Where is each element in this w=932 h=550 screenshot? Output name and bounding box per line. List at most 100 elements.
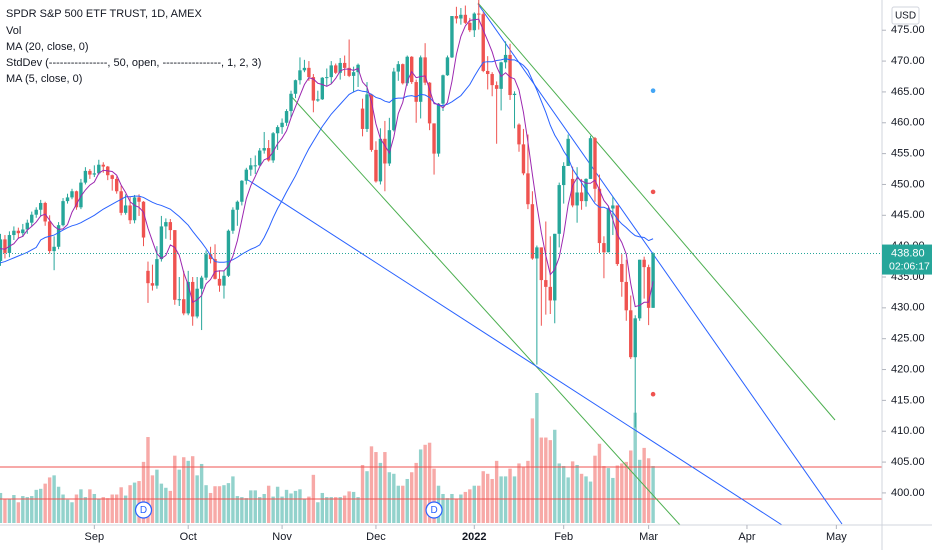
candle-body: [190, 281, 195, 317]
candle-body: [195, 288, 199, 317]
candle-body: [597, 188, 602, 244]
volume-bar: [325, 497, 329, 523]
volume-bar: [347, 491, 351, 523]
candle-body: [155, 259, 159, 286]
volume-bar: [584, 476, 588, 523]
candle-body: [530, 204, 535, 259]
x-tick-label: May: [826, 531, 847, 543]
volume-bar: [570, 461, 575, 523]
volume-bar: [244, 498, 249, 523]
candle-body: [284, 111, 289, 123]
candle-body: [477, 13, 481, 15]
candle-body: [213, 259, 217, 279]
volume-bar: [468, 489, 472, 523]
x-tick-label: Sep: [85, 531, 105, 543]
volume-bar: [320, 492, 325, 523]
candle-body: [459, 14, 463, 19]
candle-body: [123, 205, 128, 213]
volume-bar: [606, 468, 611, 523]
candle-body: [240, 180, 244, 202]
volume-bar: [486, 473, 490, 523]
volume-bar: [445, 498, 450, 523]
volume-bar: [159, 483, 164, 523]
volume-bar: [222, 485, 226, 523]
candle-body: [454, 16, 459, 19]
volume-bar: [418, 449, 423, 523]
candle-body: [307, 67, 311, 78]
candle-body: [450, 16, 454, 58]
y-tick-label: 420.00: [891, 363, 925, 375]
candle-body: [329, 65, 333, 78]
volume-bar: [494, 460, 499, 523]
y-tick-label: 425.00: [891, 333, 925, 345]
currency-box[interactable]: [891, 6, 920, 25]
volume-bar: [155, 469, 159, 523]
volume-bar: [499, 476, 503, 523]
candle-body: [342, 62, 347, 68]
x-tick-label: Oct: [180, 531, 197, 543]
volume-bar: [123, 495, 128, 523]
volume-bar: [405, 478, 409, 523]
candle-body: [517, 124, 521, 145]
candle-body: [414, 82, 418, 102]
candle-body: [79, 182, 83, 208]
candle-body: [12, 230, 16, 236]
candle-body: [159, 226, 164, 260]
candle-body: [320, 77, 325, 100]
candle-body: [52, 246, 56, 252]
candle-body: [383, 138, 387, 164]
candle-body: [110, 175, 114, 179]
candle-body: [566, 138, 570, 166]
candle-body: [65, 197, 70, 202]
volume-bar: [177, 469, 181, 523]
legend-stddev: StdDev (----------------, 50, open, ----…: [6, 57, 261, 69]
volume-bar: [553, 429, 557, 523]
x-tick-label: Apr: [738, 531, 755, 543]
candle-body: [262, 148, 266, 151]
candle-body: [173, 230, 177, 300]
candle-body: [289, 93, 293, 112]
volume-bar: [97, 499, 101, 523]
candle-body: [231, 209, 235, 231]
candle-body: [481, 14, 485, 71]
volume-bar: [387, 472, 392, 523]
volume-bar: [173, 455, 177, 523]
candle-body: [588, 138, 593, 179]
legend: SPDR S&P 500 ETF TRUST, 1D, AMEX Vol MA …: [6, 8, 261, 85]
volume-bar: [275, 486, 280, 523]
candle-body: [378, 138, 383, 182]
legend-volume: Vol: [6, 25, 21, 37]
candle-body: [494, 85, 499, 89]
candle-body: [186, 281, 190, 314]
candle-body: [486, 70, 490, 75]
volume-bar: [101, 497, 105, 523]
volume-bar: [266, 485, 271, 523]
volume-bar: [561, 466, 566, 523]
volume-bar: [383, 452, 387, 523]
candle-body: [101, 164, 105, 167]
volume-bar: [249, 490, 253, 523]
axes: 400.00 405.00 410.00 415.00 420.00 425.00 430.…: [85, 24, 932, 543]
candle-body: [526, 173, 530, 205]
y-tick-label: 430.00: [891, 302, 925, 314]
candle-body: [432, 123, 436, 154]
dividend-label: D: [430, 505, 437, 516]
candle-body: [182, 299, 186, 314]
volume-bar: [557, 463, 561, 523]
volume-bar: [512, 476, 517, 523]
volume-bar: [620, 463, 624, 523]
volume-bar: [472, 485, 476, 523]
volume-bar: [378, 462, 383, 523]
candle-body: [34, 209, 38, 215]
candle-body: [316, 99, 320, 101]
volume-bar: [566, 477, 570, 523]
volume-bar: [231, 476, 235, 523]
trend-line: [477, 2, 836, 421]
volume-bar: [365, 471, 369, 523]
volume-bar: [61, 494, 65, 523]
y-tick-label: 460.00: [891, 117, 925, 129]
volume-bar: [141, 461, 146, 523]
volume-bar: [611, 477, 615, 523]
volume-bar: [83, 497, 88, 523]
